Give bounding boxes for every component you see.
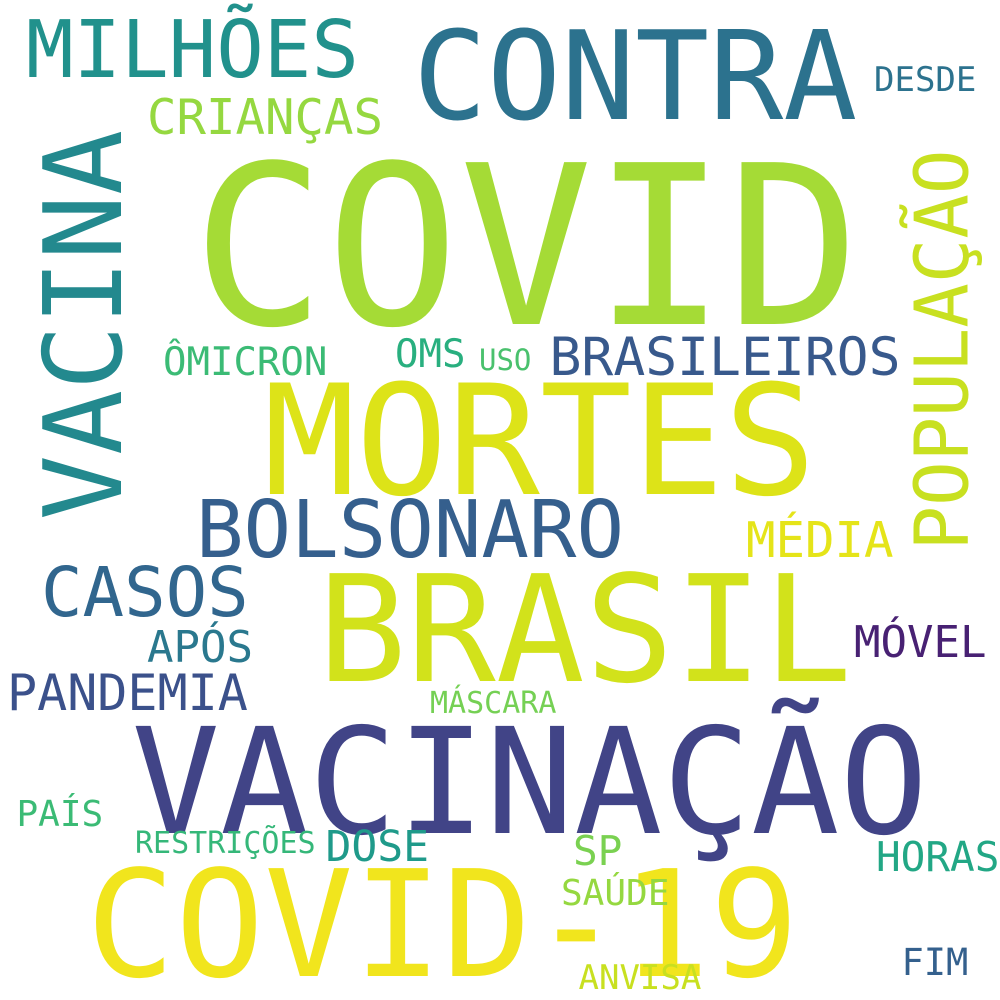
word-mortes: MORTES <box>263 353 817 531</box>
word-mascara: MÁSCARA <box>430 686 557 721</box>
word-omicron: ÔMICRON <box>163 339 328 385</box>
word-fim: FIM <box>901 940 969 984</box>
word-milhoes: MILHÕES <box>26 3 359 96</box>
word-populacao: POPULAÇÃO <box>899 149 986 551</box>
word-brasileiros: BRASILEIROS <box>549 327 901 388</box>
word-covid-19: COVID-19 <box>86 839 799 1000</box>
word-restricoes: RESTRIÇÕES <box>135 826 316 861</box>
word-casos: CASOS <box>41 552 249 633</box>
word-media: MÉDIA <box>746 511 894 569</box>
word-anvisa: ANVISA <box>578 957 702 998</box>
word-contra: CONTRA <box>413 6 858 149</box>
word-pais: PAÍS <box>16 794 104 835</box>
word-saude: SAÚDE <box>561 873 670 914</box>
word-dose: DOSE <box>325 822 430 872</box>
word-horas: HORAS <box>876 833 1000 881</box>
word-covid: COVID <box>192 118 861 377</box>
word-uso: USO <box>479 342 532 377</box>
word-vacina: VACINA <box>22 129 148 521</box>
word-criancas: CRIANÇAS <box>147 88 384 146</box>
word-brasil: BRASIL <box>317 544 853 716</box>
word-pandemia: PANDEMIA <box>7 663 248 722</box>
word-bolsonaro: BOLSONARO <box>196 483 625 576</box>
word-desde: DESDE <box>874 59 977 100</box>
word-apos: APÓS <box>147 621 253 673</box>
word-sp: SP <box>573 826 623 875</box>
word-oms: OMS <box>395 331 466 377</box>
word-vacinacao: VACINAÇÃO <box>131 697 929 868</box>
word-movel: MÓVEL <box>854 616 987 668</box>
